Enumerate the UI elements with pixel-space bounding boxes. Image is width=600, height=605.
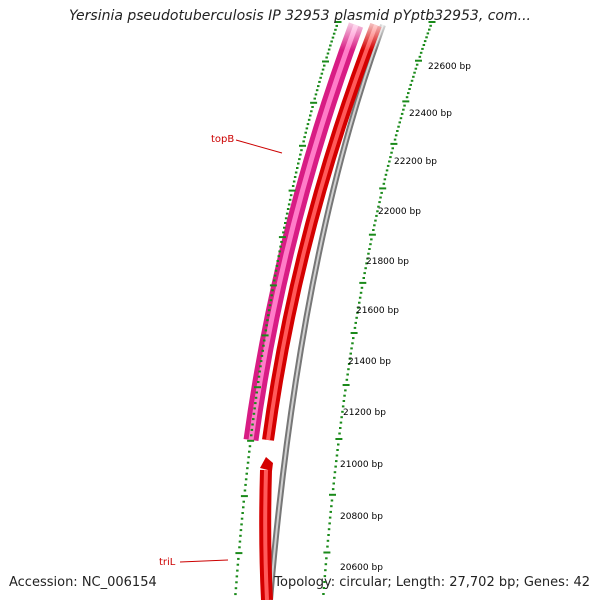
plasmid-backbone-highlight <box>269 24 384 601</box>
ruler-label: 20800 bp <box>340 512 383 522</box>
accession-text: Accession: NC_006154 <box>9 575 157 590</box>
triL-label-group: triL <box>159 557 229 568</box>
ruler-label: 22000 bp <box>378 207 421 217</box>
page-title: Yersinia pseudotuberculosis IP 32953 pla… <box>69 8 531 24</box>
triL-arrowhead <box>260 457 273 471</box>
ruler-label: 21400 bp <box>348 357 391 367</box>
ruler-label: 21800 bp <box>366 257 409 267</box>
cds-upper-arrow-highlight <box>266 24 378 441</box>
triL-gene-arrow-highlight <box>263 469 269 601</box>
top-fade-overlay <box>300 20 410 50</box>
triL-label: triL <box>159 557 176 568</box>
ruler-labels: 22600 bp 22400 bp 22200 bp 22000 bp 2180… <box>340 62 471 573</box>
topB-leader-line <box>235 139 283 154</box>
topB-label-group: topB <box>211 134 283 154</box>
ruler-label: 21200 bp <box>343 408 386 418</box>
topB-gene-arrow-highlight <box>248 24 359 441</box>
ruler-label: 22400 bp <box>409 109 452 119</box>
ruler-label: 21000 bp <box>340 460 383 470</box>
outer-tick-ring <box>234 21 342 596</box>
ruler-label: 21600 bp <box>356 306 399 316</box>
ruler-label: 22200 bp <box>394 157 437 167</box>
inner-tick-ring <box>322 21 436 595</box>
summary-text: Topology: circular; Length: 27,702 bp; G… <box>274 575 590 590</box>
triL-leader-line <box>179 559 229 563</box>
topB-label: topB <box>211 134 234 145</box>
ruler-label: 22600 bp <box>428 62 471 72</box>
ruler-label: 20600 bp <box>340 563 383 573</box>
